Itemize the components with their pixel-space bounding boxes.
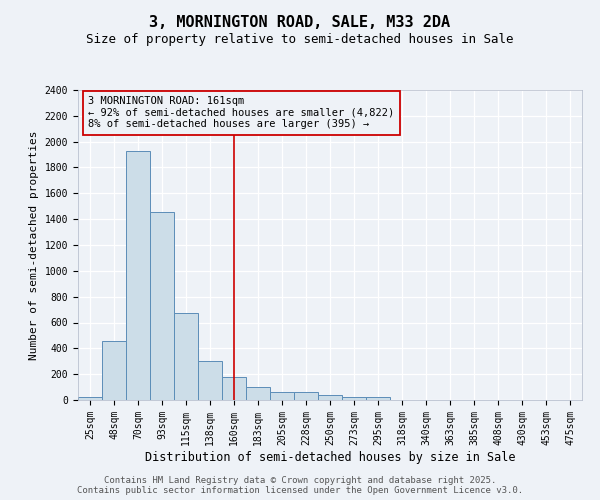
Bar xyxy=(294,392,318,400)
Y-axis label: Number of semi-detached properties: Number of semi-detached properties xyxy=(29,130,39,360)
Bar xyxy=(342,398,366,400)
Bar xyxy=(174,314,198,400)
Bar xyxy=(102,341,126,400)
Text: Contains HM Land Registry data © Crown copyright and database right 2025.
Contai: Contains HM Land Registry data © Crown c… xyxy=(77,476,523,495)
X-axis label: Distribution of semi-detached houses by size in Sale: Distribution of semi-detached houses by … xyxy=(145,450,515,464)
Bar xyxy=(198,360,222,400)
Text: Size of property relative to semi-detached houses in Sale: Size of property relative to semi-detach… xyxy=(86,32,514,46)
Bar xyxy=(270,392,294,400)
Bar xyxy=(126,150,150,400)
Bar xyxy=(78,397,102,400)
Text: 3 MORNINGTON ROAD: 161sqm
← 92% of semi-detached houses are smaller (4,822)
8% o: 3 MORNINGTON ROAD: 161sqm ← 92% of semi-… xyxy=(88,96,394,130)
Bar xyxy=(222,377,246,400)
Text: 3, MORNINGTON ROAD, SALE, M33 2DA: 3, MORNINGTON ROAD, SALE, M33 2DA xyxy=(149,15,451,30)
Bar xyxy=(246,387,270,400)
Bar xyxy=(150,212,174,400)
Bar xyxy=(318,395,342,400)
Bar xyxy=(366,398,390,400)
